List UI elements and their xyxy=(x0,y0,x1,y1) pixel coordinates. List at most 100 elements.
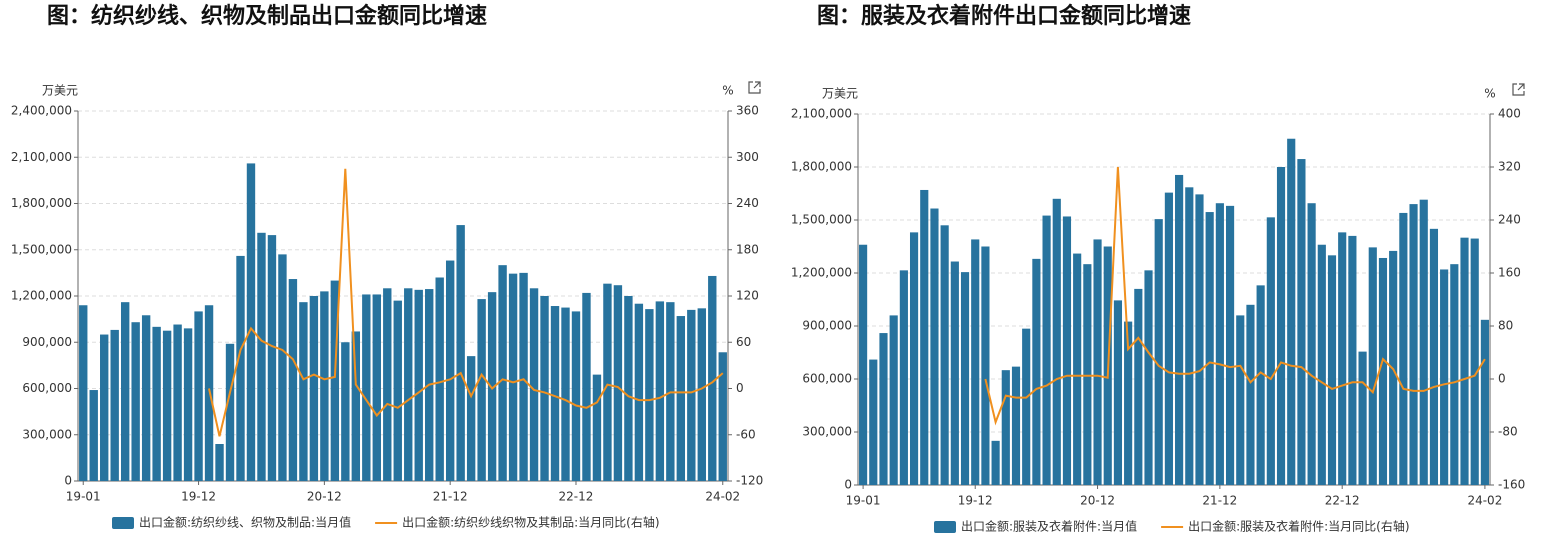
bar xyxy=(456,225,465,481)
bar xyxy=(1419,199,1428,485)
y-tick-label: 900,000 xyxy=(22,335,72,349)
y-tick-label: 2,100,000 xyxy=(791,107,852,121)
bar xyxy=(1113,300,1123,485)
bar xyxy=(1083,264,1092,485)
x-tick-label: 21-12 xyxy=(433,490,468,504)
bar xyxy=(909,232,919,485)
bar xyxy=(940,225,949,486)
bar xyxy=(288,279,298,481)
bar xyxy=(708,275,717,481)
bar xyxy=(393,300,402,481)
bar xyxy=(592,374,602,481)
x-tick-label: 22-12 xyxy=(559,490,594,504)
bar xyxy=(687,309,696,481)
bar xyxy=(1327,255,1337,485)
bar xyxy=(879,333,888,485)
x-tick-label: 20-12 xyxy=(1080,494,1115,508)
bar xyxy=(498,265,507,481)
bar xyxy=(1470,238,1479,485)
bar xyxy=(613,285,623,481)
bar xyxy=(1368,247,1377,485)
icon-frame xyxy=(748,81,761,94)
bar xyxy=(1429,228,1439,486)
y2-tick-label: 0 xyxy=(1498,372,1506,386)
x-tick-label: 19-12 xyxy=(181,490,216,504)
y2-tick-label: 400 xyxy=(1498,107,1521,121)
legend-label: 出口金额:纺织纱线、织物及制品:当月值 xyxy=(139,515,351,530)
bar xyxy=(309,296,319,481)
bar xyxy=(1093,239,1102,485)
bar xyxy=(1378,257,1388,485)
export-icon[interactable] xyxy=(748,81,761,94)
bar xyxy=(634,303,644,481)
bar xyxy=(1236,315,1245,485)
x-tick-label: 20-12 xyxy=(307,490,342,504)
bar xyxy=(508,273,518,481)
bar xyxy=(362,294,371,481)
y-axis-label: 万美元 xyxy=(822,87,858,101)
bar xyxy=(718,352,727,481)
bar xyxy=(1185,187,1194,486)
bar xyxy=(991,440,1000,485)
bar xyxy=(981,246,990,485)
bar xyxy=(487,292,497,481)
bar xyxy=(194,311,203,481)
bar xyxy=(869,359,878,485)
bar xyxy=(889,315,898,485)
y2-axis-label: % xyxy=(722,84,733,98)
bar xyxy=(540,296,549,481)
legend-label: 出口金额:服装及衣着附件:当月同比(右轴) xyxy=(1188,519,1409,534)
bar xyxy=(152,326,161,481)
bar xyxy=(299,302,308,481)
bar xyxy=(676,316,686,481)
legend-label: 出口金额:纺织纱线织物及其制品:当月同比(右轴) xyxy=(402,515,659,530)
bar xyxy=(341,342,350,481)
bar xyxy=(215,444,224,481)
line-series xyxy=(984,166,1486,426)
bar xyxy=(320,291,329,481)
bar xyxy=(1215,203,1224,485)
bar xyxy=(445,260,455,481)
bar xyxy=(414,289,423,481)
bar xyxy=(1409,204,1418,485)
bar xyxy=(920,189,929,485)
y2-tick-label: 180 xyxy=(736,242,759,256)
bar xyxy=(267,235,277,481)
icon-arrow xyxy=(753,81,761,89)
bar xyxy=(1195,194,1204,485)
bar xyxy=(330,280,340,481)
bar xyxy=(1358,351,1367,485)
bar xyxy=(1256,285,1265,485)
bar xyxy=(173,324,182,481)
bar xyxy=(466,356,476,481)
y2-tick-label: 160 xyxy=(1498,266,1521,280)
legend-swatch xyxy=(112,517,134,529)
bar xyxy=(278,254,287,481)
bar xyxy=(899,270,908,485)
x-tick-label: 19-12 xyxy=(958,494,993,508)
bar xyxy=(1266,217,1275,485)
bar xyxy=(1297,159,1306,486)
bar xyxy=(236,255,245,481)
bar xyxy=(120,302,130,481)
bar xyxy=(372,294,381,481)
bar xyxy=(950,261,959,485)
bar xyxy=(582,292,591,481)
y2-tick-label: -60 xyxy=(736,427,756,441)
bar xyxy=(225,343,235,481)
y2-tick-label: 320 xyxy=(1498,160,1521,174)
bar xyxy=(1073,253,1082,485)
bar xyxy=(1338,232,1347,485)
bar xyxy=(383,288,392,481)
bar xyxy=(1287,138,1296,485)
bar xyxy=(1154,219,1163,485)
bar xyxy=(435,277,444,481)
bar xyxy=(1011,366,1021,485)
export-icon[interactable] xyxy=(1512,83,1525,96)
x-tick-label: 22-12 xyxy=(1325,494,1360,508)
chart-title: 图：纺织纱线、织物及制品出口金额同比增速 xyxy=(47,3,487,28)
bar xyxy=(183,328,193,481)
y-tick-label: 300,000 xyxy=(22,427,72,441)
y2-tick-label: -160 xyxy=(1498,478,1525,492)
y-tick-label: 1,800,000 xyxy=(11,196,72,210)
